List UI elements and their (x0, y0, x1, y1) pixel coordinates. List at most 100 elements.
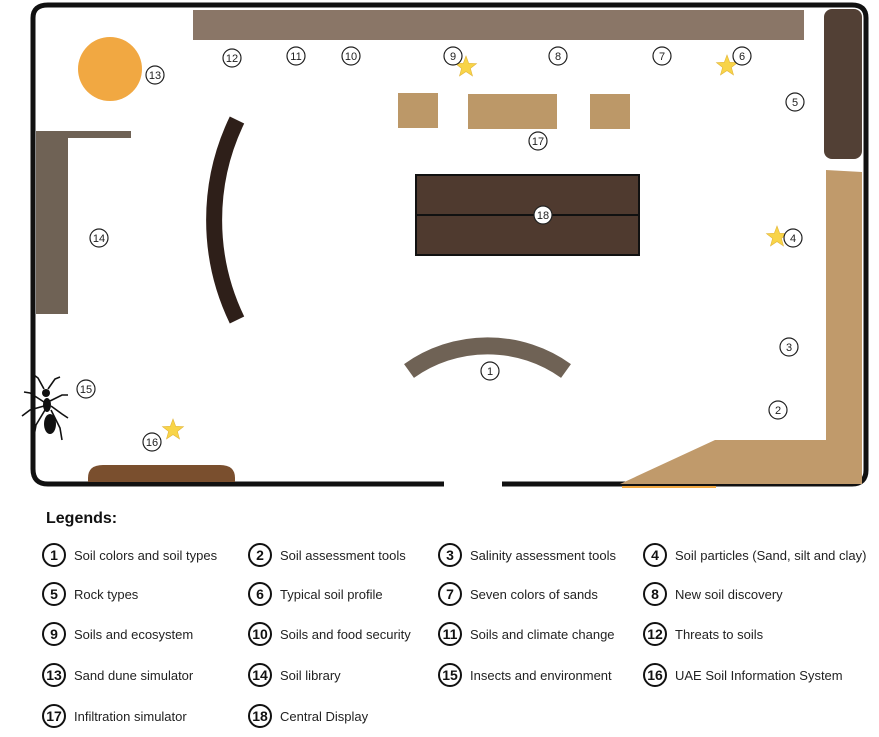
map-marker-label: 11 (290, 51, 301, 63)
legend-number-badge: 8 (643, 582, 667, 606)
legend-number-badge: 4 (643, 543, 667, 567)
map-marker-label: 5 (792, 97, 798, 109)
legend-item-18: 18 Central Display (248, 702, 368, 730)
legend-item-11: 11 Soils and climate change (438, 620, 615, 648)
legend-item-15: 15 Insects and environment (438, 661, 612, 689)
legend-item-9: 9 Soils and ecosystem (42, 620, 193, 648)
map-marker-7: 7 (652, 46, 672, 66)
legend-number-badge: 5 (42, 582, 66, 606)
legend-item-5: 5 Rock types (42, 580, 138, 608)
map-marker-label: 14 (93, 233, 105, 245)
map-marker-13: 13 (145, 65, 165, 85)
map-marker-circle (732, 46, 752, 66)
infiltration-table-center (468, 94, 557, 129)
map-marker-circle (785, 92, 805, 112)
map-marker-circle (76, 379, 96, 399)
curved-display-wall (206, 116, 245, 324)
legend-label: Soil particles (Sand, silt and clay) (675, 547, 867, 563)
map-marker-circle (480, 361, 500, 381)
map-marker-2: 2 (768, 400, 788, 420)
infiltration-table-left (398, 93, 438, 128)
map-marker-label: 1 (487, 366, 493, 378)
legend-label: New soil discovery (675, 586, 783, 602)
legend-item-4: 4 Soil particles (Sand, silt and clay) (643, 541, 866, 569)
map-marker-label: 10 (345, 51, 357, 63)
map-marker-10: 10 (341, 46, 361, 66)
legend-number-badge: 18 (248, 704, 272, 728)
map-marker-label: 17 (532, 136, 544, 148)
curved-display-soil-colors (404, 337, 571, 378)
map-marker-label: 16 (146, 437, 158, 449)
map-marker-4: 4 (783, 228, 803, 248)
legend-item-13: 13 Sand dune simulator (42, 661, 193, 689)
legend-label: Soils and climate change (470, 626, 615, 642)
map-marker-circle (768, 400, 788, 420)
map-marker-label: 3 (786, 342, 792, 354)
map-marker-label: 8 (555, 51, 561, 63)
legend-label: Sand dune simulator (74, 667, 194, 683)
outer-wall (30, 2, 869, 487)
legend-number-badge: 3 (438, 543, 462, 567)
right-upper-wall (824, 9, 862, 159)
map-marker-circle (341, 46, 361, 66)
legend-number-badge: 12 (643, 622, 667, 646)
map-marker-label: 15 (80, 384, 92, 396)
legend-label: Salinity assessment tools (470, 547, 616, 563)
map-marker-5: 5 (785, 92, 805, 112)
legend-number-badge: 9 (42, 622, 66, 646)
top-shelf (193, 10, 804, 40)
map-marker-8: 8 (548, 46, 568, 66)
map-marker-label: 12 (226, 53, 238, 65)
legend-label: Seven colors of sands (470, 586, 598, 602)
map-marker-12: 12 (222, 48, 242, 68)
map-marker-9: 9 (443, 46, 463, 66)
map-marker-circle (145, 65, 165, 85)
legend-item-12: 12 Threats to soils (643, 620, 763, 648)
map-marker-label: 9 (450, 51, 456, 63)
legend-label: UAE Soil Information System (675, 667, 843, 683)
legend-item-8: 8 New soil discovery (643, 580, 783, 608)
map-marker-label: 4 (790, 233, 796, 245)
map-marker-15: 15 (76, 379, 96, 399)
soil-library-shelf (36, 131, 131, 138)
map-marker-label: 6 (739, 51, 745, 63)
map-marker-label: 13 (149, 70, 161, 82)
map-marker-14: 14 (89, 228, 109, 248)
legend-number-badge: 6 (248, 582, 272, 606)
legend-number-badge: 11 (438, 622, 462, 646)
legend-label: Typical soil profile (280, 586, 383, 602)
map-marker-label: 7 (659, 51, 665, 63)
map-marker-circle (783, 228, 803, 248)
map-marker-1: 1 (480, 361, 500, 381)
legend-number-badge: 15 (438, 663, 462, 687)
map-marker-circle (548, 46, 568, 66)
legend-number-badge: 10 (248, 622, 272, 646)
legend-item-7: 7 Seven colors of sands (438, 580, 598, 608)
legend-item-10: 10 Soils and food security (248, 620, 411, 648)
legend-item-16: 16 UAE Soil Information System (643, 661, 843, 689)
legend-number-badge: 13 (42, 663, 66, 687)
legend-label: Insects and environment (470, 667, 612, 683)
star-icon (715, 54, 739, 76)
map-marker-18: 18 (533, 205, 553, 225)
map-marker-circle (222, 48, 242, 68)
legend-label: Soils and ecosystem (74, 626, 194, 642)
map-marker-circle (652, 46, 672, 66)
legend-label: Threats to soils (675, 626, 764, 642)
legend-item-1: 1 Soil colors and soil types (42, 541, 217, 569)
legend-label: Infiltration simulator (74, 708, 187, 724)
map-marker-circle (286, 46, 306, 66)
legend-label: Soil assessment tools (280, 547, 406, 563)
legend-number-badge: 17 (42, 704, 66, 728)
map-marker-3: 3 (779, 337, 799, 357)
map-marker-label: 2 (775, 405, 781, 417)
map-marker-circle (443, 46, 463, 66)
legend-label: Central Display (280, 708, 369, 724)
legend-item-3: 3 Salinity assessment tools (438, 541, 616, 569)
legend-number-badge: 14 (248, 663, 272, 687)
infiltration-table-right (590, 94, 630, 129)
map-marker-label: 18 (537, 210, 549, 222)
map-marker-circle (142, 432, 162, 452)
